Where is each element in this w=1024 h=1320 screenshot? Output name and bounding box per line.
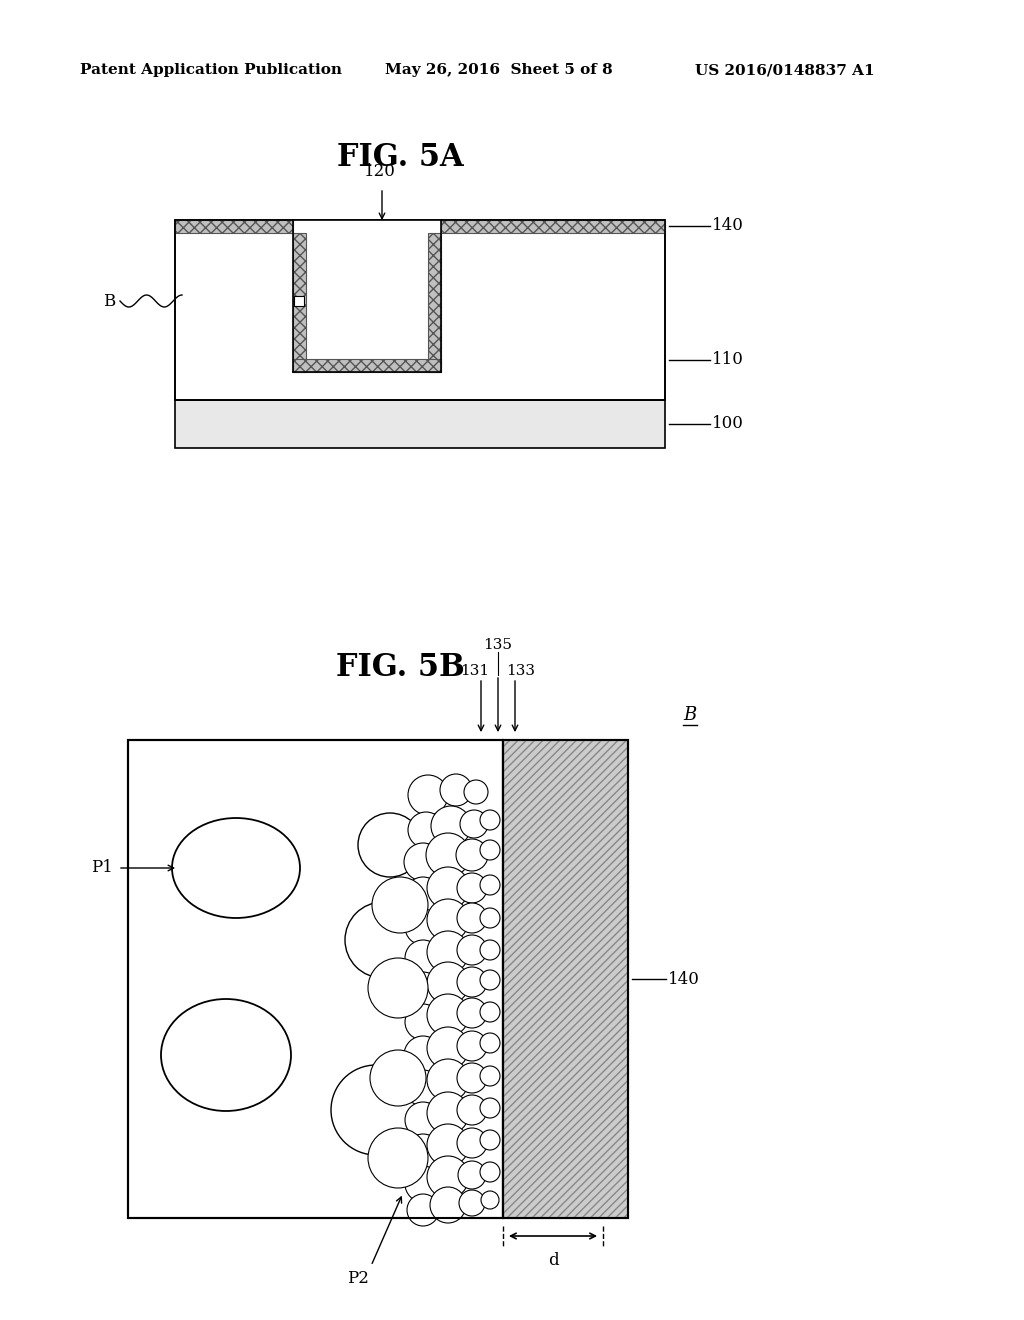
Text: 135: 135 xyxy=(483,638,512,652)
Circle shape xyxy=(480,1002,500,1022)
Circle shape xyxy=(457,998,487,1028)
Circle shape xyxy=(457,873,487,903)
Bar xyxy=(128,741,503,1218)
Text: 133: 133 xyxy=(507,664,536,678)
Bar xyxy=(128,741,503,1218)
Circle shape xyxy=(480,1098,500,1118)
Text: 110: 110 xyxy=(712,351,743,368)
Text: 140: 140 xyxy=(668,970,699,987)
Circle shape xyxy=(460,810,488,838)
Circle shape xyxy=(464,780,488,804)
Bar xyxy=(293,234,306,372)
Circle shape xyxy=(427,899,469,941)
Bar xyxy=(175,400,665,447)
Circle shape xyxy=(457,1031,487,1061)
Circle shape xyxy=(406,1102,441,1138)
Circle shape xyxy=(406,909,441,945)
Circle shape xyxy=(407,1195,439,1226)
Text: 131: 131 xyxy=(461,664,489,678)
Circle shape xyxy=(427,1027,469,1069)
Circle shape xyxy=(480,1034,500,1053)
Text: 100: 100 xyxy=(712,416,743,433)
Circle shape xyxy=(480,1067,500,1086)
Text: B: B xyxy=(683,706,696,723)
Bar xyxy=(428,234,441,372)
Text: d: d xyxy=(548,1251,558,1269)
Circle shape xyxy=(408,775,449,814)
Circle shape xyxy=(480,840,500,861)
Bar xyxy=(175,220,665,400)
Circle shape xyxy=(368,958,428,1018)
Circle shape xyxy=(458,1162,486,1189)
Bar xyxy=(293,359,441,372)
Circle shape xyxy=(431,807,471,846)
Bar xyxy=(175,220,293,234)
Text: US 2016/0148837 A1: US 2016/0148837 A1 xyxy=(695,63,874,77)
Circle shape xyxy=(427,931,469,973)
Circle shape xyxy=(480,940,500,960)
Text: 120: 120 xyxy=(365,162,396,180)
Circle shape xyxy=(427,994,469,1036)
Circle shape xyxy=(459,1191,485,1216)
Ellipse shape xyxy=(172,818,300,917)
Circle shape xyxy=(480,1130,500,1150)
Circle shape xyxy=(480,970,500,990)
Circle shape xyxy=(406,1005,441,1040)
Circle shape xyxy=(480,875,500,895)
Bar xyxy=(503,741,628,1218)
Circle shape xyxy=(457,1063,487,1093)
Text: P2: P2 xyxy=(347,1270,369,1287)
Circle shape xyxy=(440,774,472,807)
Circle shape xyxy=(430,1187,466,1224)
Circle shape xyxy=(427,1125,469,1166)
Circle shape xyxy=(404,1036,442,1074)
Text: B: B xyxy=(103,293,116,309)
Circle shape xyxy=(480,810,500,830)
Circle shape xyxy=(370,1049,426,1106)
Bar xyxy=(441,220,665,234)
Circle shape xyxy=(358,813,422,876)
Bar xyxy=(294,296,304,306)
Bar xyxy=(293,220,441,372)
Circle shape xyxy=(480,908,500,928)
Circle shape xyxy=(427,867,469,909)
Circle shape xyxy=(368,1129,428,1188)
Circle shape xyxy=(457,1129,487,1158)
Circle shape xyxy=(345,902,421,978)
Text: May 26, 2016  Sheet 5 of 8: May 26, 2016 Sheet 5 of 8 xyxy=(385,63,612,77)
Circle shape xyxy=(406,1134,441,1170)
Ellipse shape xyxy=(161,999,291,1111)
Circle shape xyxy=(426,833,470,876)
Text: FIG. 5A: FIG. 5A xyxy=(337,143,463,173)
Circle shape xyxy=(481,1191,499,1209)
Text: P1: P1 xyxy=(91,859,113,876)
Bar xyxy=(175,220,665,400)
Circle shape xyxy=(406,972,441,1008)
Circle shape xyxy=(406,876,441,913)
Bar xyxy=(503,741,628,1218)
Bar xyxy=(503,741,628,1218)
Circle shape xyxy=(457,935,487,965)
Text: Patent Application Publication: Patent Application Publication xyxy=(80,63,342,77)
Circle shape xyxy=(404,843,442,880)
Circle shape xyxy=(427,962,469,1005)
Circle shape xyxy=(331,1065,421,1155)
Text: FIG. 5B: FIG. 5B xyxy=(336,652,464,684)
Circle shape xyxy=(456,840,488,871)
Text: 140: 140 xyxy=(712,218,743,235)
Circle shape xyxy=(372,876,428,933)
Circle shape xyxy=(408,812,444,847)
Circle shape xyxy=(427,1059,469,1101)
Circle shape xyxy=(457,968,487,997)
Circle shape xyxy=(427,1156,469,1199)
Circle shape xyxy=(457,903,487,933)
Circle shape xyxy=(406,1071,441,1106)
Circle shape xyxy=(427,1092,469,1134)
Circle shape xyxy=(406,1166,441,1203)
Circle shape xyxy=(406,940,441,975)
Circle shape xyxy=(480,1162,500,1181)
Circle shape xyxy=(457,1096,487,1125)
